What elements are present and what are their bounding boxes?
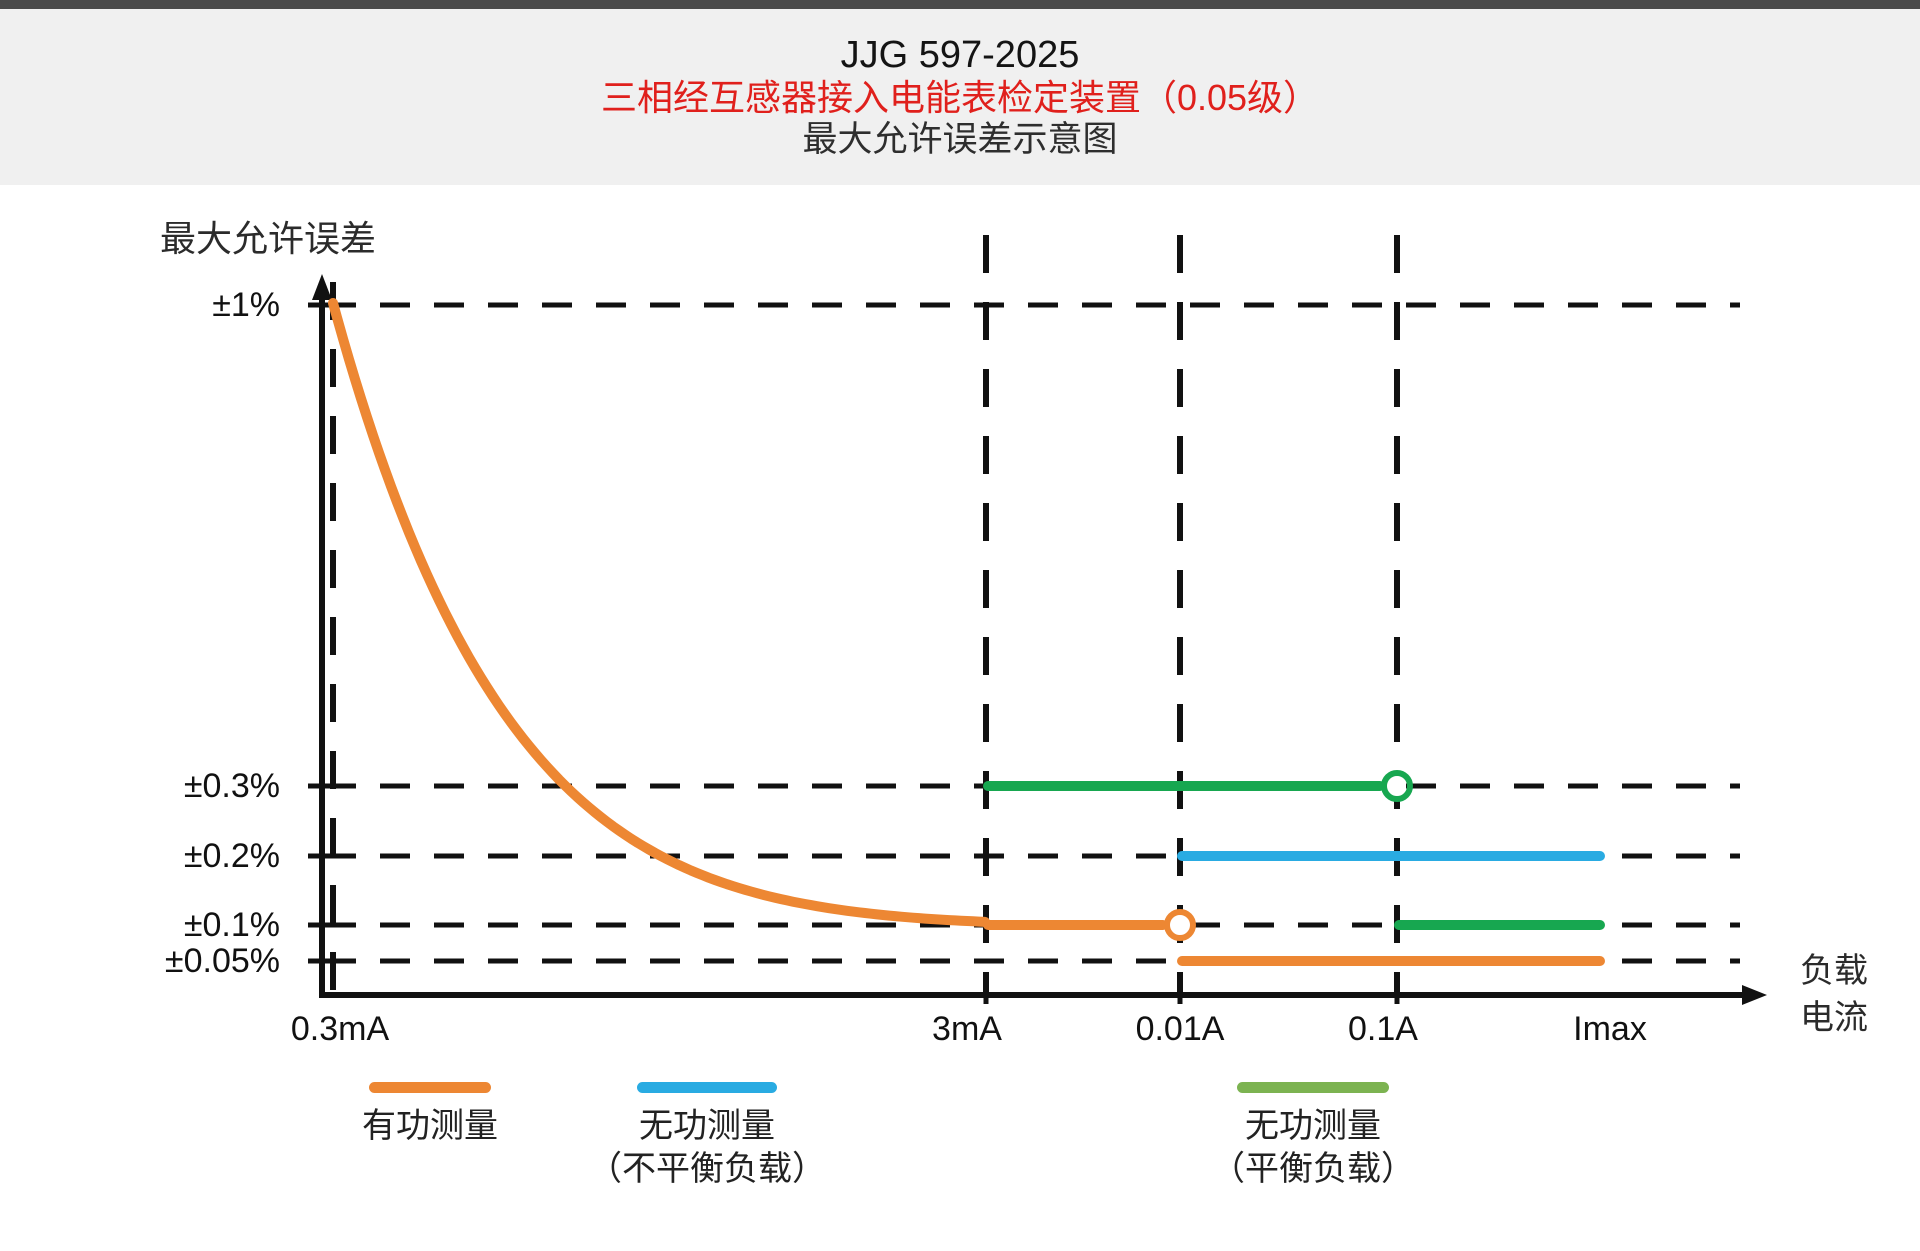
x-axis-title-line1: 负载	[1800, 952, 1868, 990]
y-tick-label-0p2pct: ±0.2%	[183, 837, 280, 875]
x-axis-title: 负载 电流	[1779, 948, 1889, 1042]
legend-swatch-reactive-unbalanced	[637, 1082, 777, 1093]
marker-mask-1	[1384, 773, 1410, 799]
title-block: JJG 597-2025 三相经互感器接入电能表检定装置（0.05级） 最大允许…	[0, 9, 1920, 185]
legend-item-active: 有功测量	[362, 1082, 498, 1148]
legend-label-reactive-unbalanced: 无功测量	[639, 1107, 775, 1145]
legend-label-active: 有功测量	[362, 1107, 498, 1145]
open-circle-marker-1	[1381, 770, 1413, 802]
y-tick-label-0p1pct: ±0.1%	[183, 906, 280, 944]
marker-mask-0	[1167, 912, 1193, 938]
legend-item-reactive-unbalanced: 无功测量 （不平衡负载）	[588, 1082, 826, 1191]
legend-sublabel-reactive-unbalanced: （不平衡负载）	[588, 1150, 826, 1188]
y-tick-label-0p3pct: ±0.3%	[183, 767, 280, 805]
legend-label-reactive-balanced: 无功测量	[1245, 1107, 1381, 1145]
series-curve-有功测量	[328, 298, 990, 927]
x-tick-label-0p3mA: 0.3mA	[290, 1010, 390, 1048]
x-axis-arrow-icon	[1742, 985, 1767, 1005]
device-title: 三相经互感器接入电能表检定装置（0.05级）	[600, 77, 1320, 118]
legend: 有功测量 无功测量 （不平衡负载） 无功测量 （平衡负载）	[0, 1082, 1920, 1212]
legend-swatch-reactive-balanced	[1237, 1082, 1389, 1093]
y-axis-arrow-icon	[312, 274, 332, 300]
y-axis-title: 最大允许误差	[160, 218, 377, 259]
x-tick-label-3mA: 3mA	[932, 1010, 1002, 1048]
standard-number: JJG 597-2025	[840, 34, 1080, 76]
legend-sublabel-reactive-balanced: （平衡负载）	[1211, 1150, 1415, 1188]
x-tick-label-Imax: Imax	[1573, 1010, 1647, 1048]
chart-subtitle: 最大允许误差示意图	[802, 120, 1118, 159]
window-top-bar	[0, 0, 1920, 9]
open-circle-marker-0	[1164, 909, 1196, 941]
x-axis-title-line2: 电流	[1800, 999, 1868, 1037]
y-tick-label-1pct: ±1%	[212, 286, 280, 324]
x-tick-label-0p01A: 0.01A	[1135, 1010, 1225, 1048]
legend-item-reactive-balanced: 无功测量 （平衡负载）	[1211, 1082, 1415, 1191]
legend-swatch-active	[369, 1082, 491, 1093]
x-tick-label-0p1A: 0.1A	[1348, 1010, 1418, 1048]
y-tick-label-0p05pct: ±0.05%	[164, 942, 280, 980]
